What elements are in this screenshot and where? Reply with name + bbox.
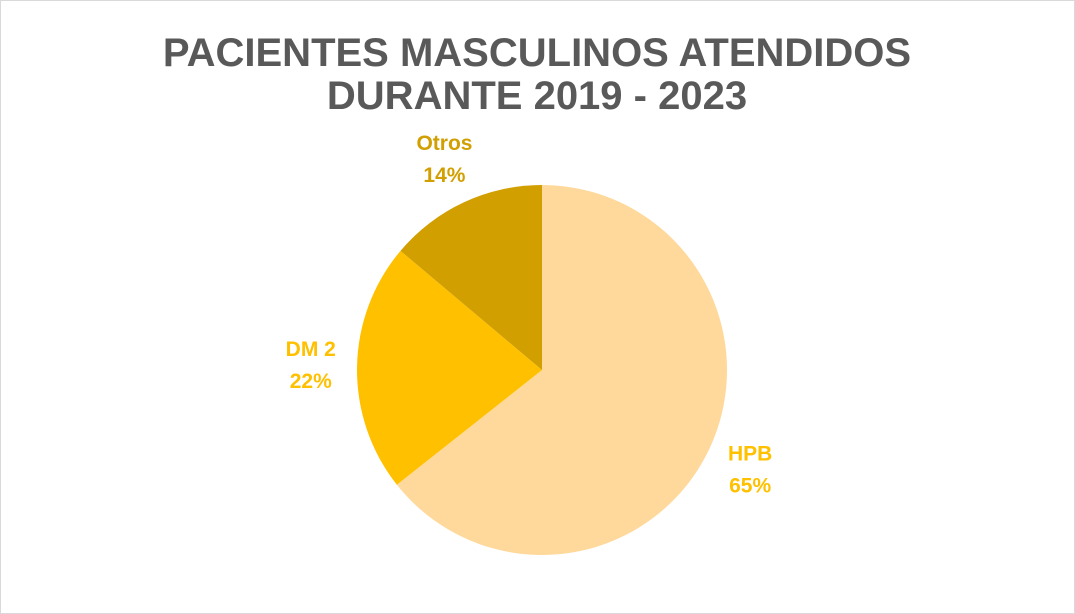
- slice-category-label: DM 2: [286, 338, 336, 361]
- slice-category-label: Otros: [416, 132, 472, 155]
- pie-slice: [357, 250, 542, 485]
- chart-title: PACIENTES MASCULINOS ATENDIDOS DURANTE 2…: [162, 31, 912, 118]
- slice-value-label: 22%: [290, 370, 332, 393]
- pie-slice: [400, 185, 542, 370]
- slice-category-label: HPB: [728, 442, 772, 465]
- slice-value-label: 65%: [729, 474, 771, 497]
- pie-slice: [396, 185, 727, 555]
- slice-value-label: 14%: [423, 164, 465, 187]
